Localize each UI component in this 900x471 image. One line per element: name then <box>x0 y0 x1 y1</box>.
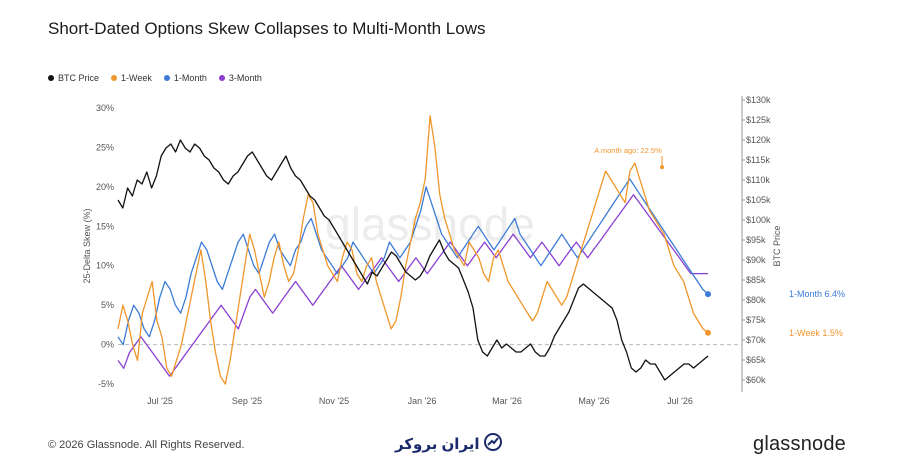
y2-axis-label: BTC Price <box>772 225 782 266</box>
x-tick-label: Nov '25 <box>319 396 349 406</box>
x-tick-label: Sep '25 <box>232 396 262 406</box>
y2-tick-label: $70k <box>746 335 766 345</box>
end-label: 1-Week 1.5% <box>789 328 843 338</box>
glassnode-brand: glassnode <box>753 433 846 455</box>
legend-dot-1-week <box>111 75 118 81</box>
legend-label: BTC Price <box>58 73 100 83</box>
legend-dot-1-month <box>163 75 170 81</box>
y2-tick-label: $60k <box>746 375 766 385</box>
series-line-1-month <box>117 178 709 346</box>
y-tick-label: 10% <box>96 261 114 271</box>
legend-label: 3-Month <box>228 73 262 83</box>
legend-label: 1-Week <box>121 73 152 83</box>
y2-tick-label: $130k <box>746 95 771 105</box>
y2-tick-label: $80k <box>746 295 766 305</box>
legend-item-3-month[interactable]: 3-Month <box>218 73 262 83</box>
series-line-btc-price <box>117 139 709 381</box>
legend-dot-3-month <box>218 75 225 81</box>
glassnode-watermark: glassnode <box>325 198 535 250</box>
annotation-label: A month ago: 22.5% <box>594 146 662 155</box>
y2-tick-label: $95k <box>746 235 766 245</box>
chart-legend: BTC Price 1-Week 1-Month 3-Month <box>48 73 262 83</box>
end-label: 1-Month 6.4% <box>789 289 845 299</box>
iran-broker-logo: ایران بروکر <box>395 433 502 455</box>
y-tick-label: -5% <box>98 379 114 389</box>
x-tick-label: Jan '26 <box>408 396 437 406</box>
series-line-3-month <box>117 194 708 377</box>
y-tick-label: 0% <box>101 340 114 350</box>
legend-item-1-month[interactable]: 1-Month <box>163 73 207 83</box>
y-axis-label: 25-Delta Skew (%) <box>82 208 92 283</box>
legend-item-btc-price[interactable]: BTC Price <box>48 73 99 83</box>
x-tick-label: Mar '26 <box>492 396 522 406</box>
y2-tick-label: $110k <box>746 175 770 185</box>
y2-tick-label: $90k <box>746 255 766 265</box>
y-tick-label: 20% <box>96 182 114 192</box>
y-tick-label: 30% <box>96 103 114 113</box>
y2-tick-label: $125k <box>746 115 771 125</box>
y-tick-label: 15% <box>96 221 114 231</box>
series-line-1-week <box>117 115 709 385</box>
y2-tick-label: $105k <box>746 195 771 205</box>
y2-tick-label: $120k <box>746 135 771 145</box>
x-tick-label: May '26 <box>578 396 609 406</box>
page-title: Short-Dated Options Skew Collapses to Mu… <box>48 19 486 38</box>
chart-growth-icon <box>483 433 502 455</box>
x-tick-label: Jul '26 <box>667 396 693 406</box>
legend-item-1-week[interactable]: 1-Week <box>111 73 152 83</box>
copyright-text: © 2026 Glassnode. All Rights Reserved. <box>48 439 245 451</box>
iran-broker-logo-text: ایران بروکر <box>395 436 480 453</box>
y2-tick-label: $85k <box>746 275 766 285</box>
end-marker-1-week <box>705 329 711 336</box>
legend-dot-btc-price <box>48 75 54 81</box>
y2-tick-label: $65k <box>746 355 766 365</box>
x-tick-label: Jul '25 <box>147 396 173 406</box>
y2-tick-label: $115k <box>746 155 770 165</box>
y2-tick-label: $100k <box>746 215 771 225</box>
y-tick-label: 25% <box>96 142 114 152</box>
legend-label: 1-Month <box>173 73 207 83</box>
annotation-marker <box>660 165 664 170</box>
y-tick-label: 5% <box>101 300 114 310</box>
y2-tick-label: $75k <box>746 315 766 325</box>
end-marker-1-month <box>705 291 711 298</box>
